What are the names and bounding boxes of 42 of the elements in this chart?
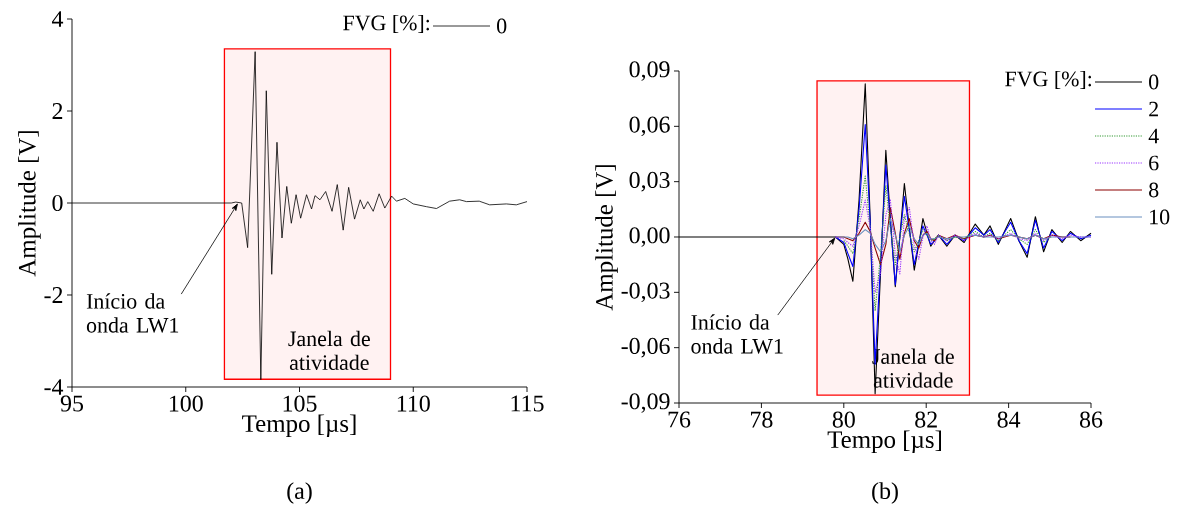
text: (a) — [287, 482, 312, 504]
x-tick-label: 82 — [915, 411, 937, 428]
text: (b) — [872, 482, 898, 504]
y-tick-label: -0,09 — [621, 393, 670, 413]
legend-label: 10 — [1150, 209, 1170, 225]
x-tick-label: 95 — [60, 395, 84, 412]
y-tick-label: 0 — [52, 194, 63, 212]
x-tick-label: 84 — [997, 411, 1021, 428]
x-tick-label: 86 — [1079, 411, 1103, 428]
legend-label: 2 — [1149, 101, 1158, 117]
y-tick-label: 0,00 — [629, 227, 670, 247]
legend-label: 4 — [1148, 128, 1159, 144]
y-tick-label: 0,03 — [629, 171, 670, 192]
y-tick-label: 0,09 — [629, 61, 670, 81]
y-tick-label: 4 — [51, 11, 64, 27]
y-tick-label: -0,03 — [621, 282, 670, 303]
x-tick-label: 78 — [751, 411, 773, 428]
y-tick-label: -0,06 — [621, 337, 670, 358]
x-tick-label: 100 — [169, 395, 203, 412]
x-tick-label: 115 — [511, 395, 544, 412]
legend-title: FVG [%]: — [343, 14, 430, 34]
x-tick-label: 110 — [397, 395, 430, 412]
y-tick-label: 0,06 — [629, 116, 670, 137]
legend-label: 6 — [1149, 155, 1159, 171]
line-series — [843, 175, 1053, 312]
band-label: Janela de atividade — [288, 330, 370, 371]
x-tick-label: 105 — [283, 395, 317, 412]
legend-title: FVG [%]: — [1005, 70, 1092, 90]
y-tick-label: 2 — [52, 103, 63, 119]
y-axis-title: Amplitude [V] — [595, 165, 618, 311]
annotation: Início da onda LW1 — [691, 314, 783, 354]
y-tick-label: -4 — [44, 379, 64, 395]
x-axis-title: Tempo [µs] — [242, 414, 356, 438]
legend-label: 0 — [1149, 74, 1159, 90]
x-tick-label: 80 — [832, 411, 855, 428]
legend-label: 8 — [1149, 182, 1159, 198]
y-axis-title: Amplitude [V] — [18, 131, 41, 277]
x-axis-title: Tempo [µs] — [827, 430, 941, 454]
y-tick-label: -2 — [44, 287, 63, 303]
legend-label: 0 — [497, 18, 507, 34]
x-tick-label: 76 — [668, 411, 691, 428]
annotation: Início da onda LW1 — [86, 293, 179, 333]
